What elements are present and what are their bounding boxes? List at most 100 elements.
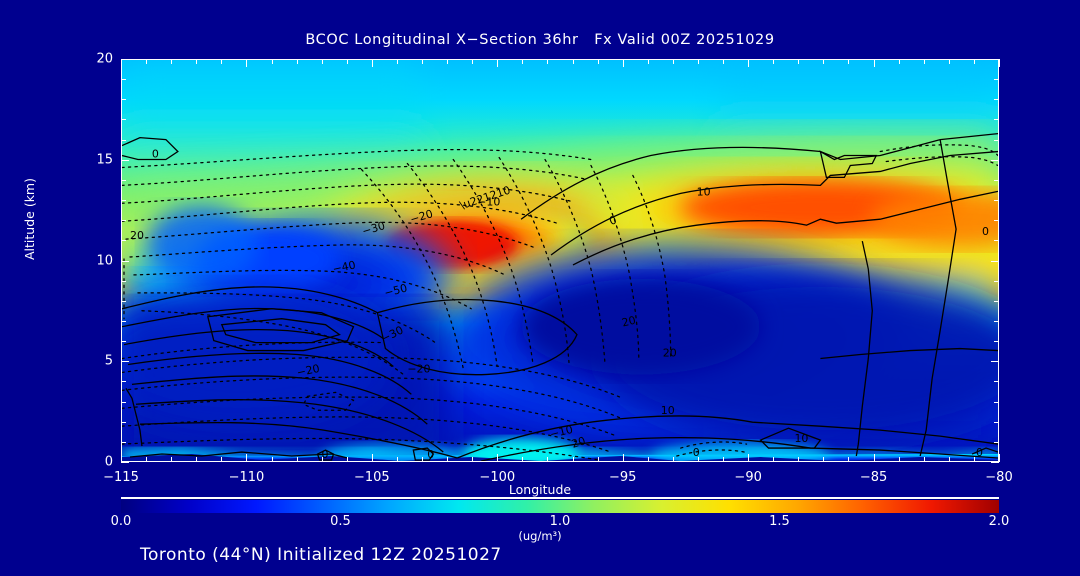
y-tick [994, 220, 999, 222]
contour-label: 0 [322, 448, 329, 461]
y-tick [994, 140, 999, 142]
x-tick-label: −105 [353, 470, 390, 485]
y-tick [994, 402, 999, 404]
contour-label: −20 [409, 207, 435, 226]
contour-label: −30 [361, 219, 387, 238]
y-tick [121, 99, 126, 101]
y-tick [121, 321, 126, 323]
x-tick [447, 59, 449, 64]
x-tick [773, 59, 775, 64]
x-tick [773, 457, 775, 462]
x-tick [698, 457, 700, 462]
contour-label: −10 [549, 423, 575, 441]
x-tick [322, 457, 324, 462]
heatmap-svg: 0 0 10 0 20 20 10 20 0 10 0 0 0 \u221210 [122, 60, 998, 461]
x-tick [723, 59, 725, 64]
colorbar-tick-label: 0.5 [330, 514, 351, 529]
x-tick [899, 59, 901, 64]
x-tick [372, 59, 374, 67]
x-tick [573, 59, 575, 64]
colorbar-tick-label: 2.0 [988, 514, 1010, 529]
x-tick [748, 454, 750, 462]
contour-label: 20 [570, 434, 587, 451]
x-tick [874, 454, 876, 462]
x-tick [497, 454, 499, 462]
x-tick [146, 457, 148, 462]
x-tick [598, 457, 600, 462]
contour-label: 0 [976, 446, 983, 459]
x-tick [196, 457, 198, 462]
y-tick [121, 301, 126, 303]
x-tick-label: −80 [985, 470, 1013, 485]
x-tick [272, 59, 274, 64]
y-tick-label: 15 [96, 152, 113, 168]
x-tick-label: −100 [479, 470, 516, 485]
x-tick [874, 59, 876, 67]
x-tick [297, 457, 299, 462]
x-tick [422, 59, 424, 64]
contour-label: −50 [383, 282, 409, 300]
y-tick [121, 341, 126, 343]
y-tick [121, 422, 126, 424]
contour-label: 10 [794, 432, 808, 445]
y-tick [994, 119, 999, 121]
contour-label: 0 [982, 225, 989, 238]
y-tick [121, 442, 126, 444]
x-tick [221, 59, 223, 64]
y-tick [121, 402, 126, 404]
y-tick [994, 180, 999, 182]
y-tick [121, 220, 126, 222]
x-tick [297, 59, 299, 64]
x-tick [823, 59, 825, 64]
colorbar-tick-label: 0.0 [110, 514, 132, 529]
y-tick [994, 321, 999, 323]
contour-label: 0 [693, 446, 700, 459]
x-tick [397, 59, 399, 64]
x-tick [723, 457, 725, 462]
x-tick [121, 454, 123, 462]
y-tick [121, 381, 126, 383]
x-tick [472, 457, 474, 462]
x-tick [974, 457, 976, 462]
contour-label: 10 [661, 404, 675, 417]
x-tick [497, 59, 499, 67]
colorbar-topline [121, 497, 999, 499]
y-tick [121, 261, 129, 263]
y-tick [994, 240, 999, 242]
x-axis-title: Longitude [508, 482, 572, 497]
plot-area: 0 0 10 0 20 20 10 20 0 10 0 0 0 \u221210 [121, 59, 999, 462]
x-tick [547, 457, 549, 462]
y-tick [991, 160, 999, 162]
contour-label: 20 [620, 314, 637, 330]
x-tick [798, 457, 800, 462]
y-tick [994, 200, 999, 202]
contour-label: 0 [607, 213, 618, 228]
y-tick [121, 119, 126, 121]
x-tick [623, 59, 625, 67]
x-tick [999, 454, 1001, 462]
contour-label: −20 [296, 362, 321, 380]
y-tick [991, 462, 999, 464]
colorbar-units: (ug/m³) [518, 529, 562, 543]
y-tick [121, 281, 126, 283]
x-tick [347, 457, 349, 462]
x-tick [999, 59, 1001, 67]
x-tick [221, 457, 223, 462]
y-tick [991, 361, 999, 363]
x-tick [171, 59, 173, 64]
y-tick [121, 59, 129, 61]
x-tick [422, 457, 424, 462]
x-tick [547, 59, 549, 64]
y-tick [994, 422, 999, 424]
x-tick [748, 59, 750, 67]
x-tick [848, 457, 850, 462]
y-tick [121, 361, 129, 363]
x-tick [648, 59, 650, 64]
x-tick [372, 454, 374, 462]
y-tick-label: 0 [104, 454, 113, 470]
x-tick-label: −85 [859, 470, 888, 485]
y-tick [121, 200, 126, 202]
x-tick [472, 59, 474, 64]
contour-label: 20 [130, 229, 144, 242]
